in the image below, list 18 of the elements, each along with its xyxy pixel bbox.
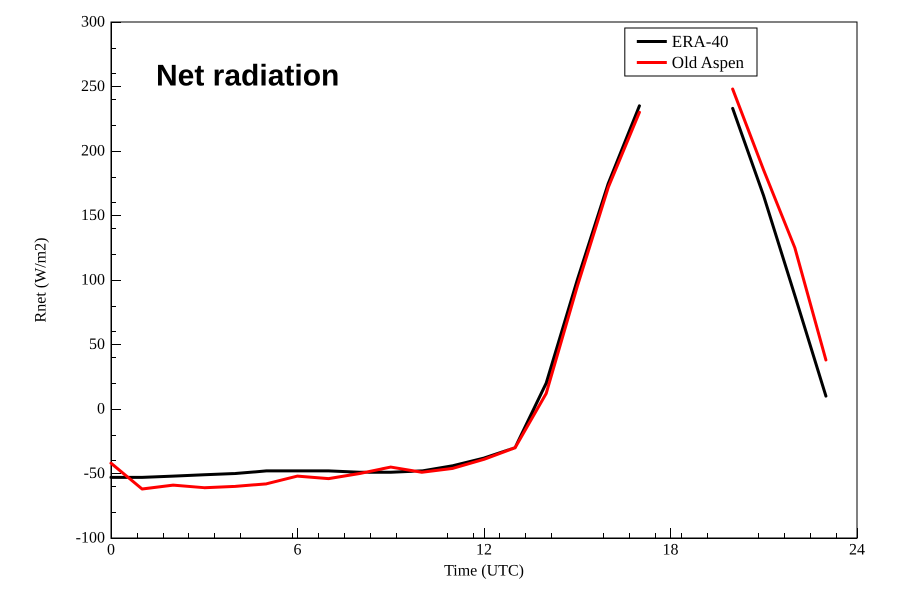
y-tick-label: 200 [81,142,105,160]
x-tick-label: 12 [476,542,492,558]
x-tick-label: 6 [294,542,302,558]
y-tick-label: 150 [81,207,105,224]
y-tick-label: 100 [81,272,105,288]
x-tick-label: 24 [849,542,865,558]
y-tick-label: 50 [89,336,105,353]
text: Net radiation [156,60,340,92]
legend-label: ERA-40 [672,32,728,51]
y-tick-label: 250 [81,78,105,95]
y-tick-label: 0 [97,400,105,418]
y-tick-label: -50 [84,465,105,482]
y-tick-label: -100 [76,530,105,546]
y-tick-label: 300 [81,14,105,30]
y-axis-title: Rnet (W/m2) [32,238,50,322]
x-axis-title: Time (UTC) [444,562,524,580]
legend-label: Old Aspen [672,53,745,72]
x-tick-label: 18 [662,542,678,558]
